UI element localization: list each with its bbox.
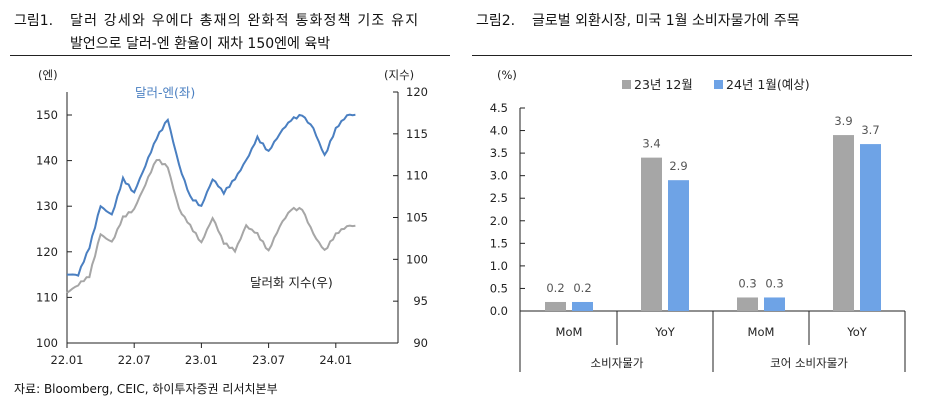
fig1-title-prefix: 그림1. (14, 13, 54, 29)
left-tick-label: 140 (36, 154, 58, 168)
legend-dollar-index: 달러화 지수(우) (250, 275, 333, 290)
legend-label-dec: 23년 12월 (634, 77, 693, 92)
legend-usdjpy: 달러-엔(좌) (135, 85, 195, 100)
right-tick-label: 100 (406, 252, 428, 266)
bar-data-label: 0.2 (573, 281, 591, 295)
bar-y-tick-label: 4.0 (490, 124, 508, 138)
bar-data-label: 0.3 (765, 276, 783, 290)
right-tick-label: 110 (406, 169, 428, 183)
right-tick-label: 90 (413, 336, 428, 350)
bar-data-label: 3.9 (834, 114, 852, 128)
bar-y-tick-label: 3.0 (490, 169, 508, 183)
bar-y-tick-label: 2.5 (490, 191, 508, 205)
bar-y-tick-label: 2.0 (490, 214, 508, 228)
category-label: MoM (556, 325, 583, 339)
right-tick-label: 105 (406, 211, 428, 225)
right-tick-label: 115 (406, 127, 428, 141)
x-tick-label: 24.01 (319, 353, 352, 367)
bar-data-label: 3.7 (861, 123, 879, 137)
series-line-dollar-index (66, 158, 356, 294)
group-label: 코어 소비자물가 (770, 356, 848, 370)
fig2-title-line1: 글로벌 외환시장, 미국 1월 소비자물가에 주목 (532, 13, 800, 29)
fig2-rule (472, 55, 912, 56)
fig1-title-line1: 달러 강세와 우에다 총재의 완화적 통화정책 기조 유지 (70, 13, 420, 29)
fig2-title-prefix: 그림2. (476, 13, 516, 29)
bar-y-tick-label: 0.5 (490, 281, 508, 295)
bar (545, 301, 566, 311)
left-axis-unit: (엔) (38, 68, 58, 82)
right-axis-unit: (지수) (384, 68, 414, 82)
bar-data-label: 3.4 (642, 137, 660, 151)
left-tick-label: 130 (36, 199, 58, 213)
bar (641, 157, 662, 311)
right-tick-label: 120 (406, 85, 428, 99)
series-line-usdjpy (67, 113, 356, 277)
fig1-rule (10, 55, 450, 56)
bar-data-label: 0.2 (546, 281, 564, 295)
left-tick-label: 110 (36, 290, 58, 304)
x-tick-label: 23.07 (252, 353, 285, 367)
bar-data-label: 0.3 (738, 276, 756, 290)
x-tick-label: 22.01 (51, 353, 84, 367)
bar (572, 301, 593, 311)
x-tick-label: 23.01 (185, 353, 218, 367)
left-tick-label: 120 (36, 245, 58, 259)
legend-swatch-jan (714, 80, 723, 89)
category-label: YoY (846, 325, 868, 339)
left-tick-label: 100 (36, 336, 58, 350)
bar (833, 135, 854, 311)
bar-y-tick-label: 0.0 (490, 304, 508, 318)
group-label: 소비자물가 (591, 356, 644, 370)
bar-y-tick-label: 1.5 (490, 236, 508, 250)
bar-data-label: 2.9 (669, 159, 687, 173)
bar (668, 180, 689, 311)
source-note: 자료: Bloomberg, CEIC, 하이투자증권 리서치본부 (14, 382, 278, 396)
bar-y-tick-label: 1.0 (490, 259, 508, 273)
category-label: YoY (654, 325, 676, 339)
fig1-title-line2: 발언으로 달러-엔 환율이 재차 150엔에 육박 (70, 36, 331, 52)
bar-y-tick-label: 4.5 (490, 101, 508, 115)
right-tick-label: 95 (413, 294, 428, 308)
category-label: MoM (748, 325, 775, 339)
bar-axis-unit: (%) (497, 68, 517, 82)
legend-swatch-dec (622, 80, 631, 89)
legend-label-jan: 24년 1월(예상) (726, 77, 810, 92)
bar (860, 144, 881, 311)
x-tick-label: 22.07 (118, 353, 151, 367)
bar (737, 297, 758, 311)
bar-y-tick-label: 3.5 (490, 146, 508, 160)
bar (764, 297, 785, 311)
left-tick-label: 150 (36, 108, 58, 122)
